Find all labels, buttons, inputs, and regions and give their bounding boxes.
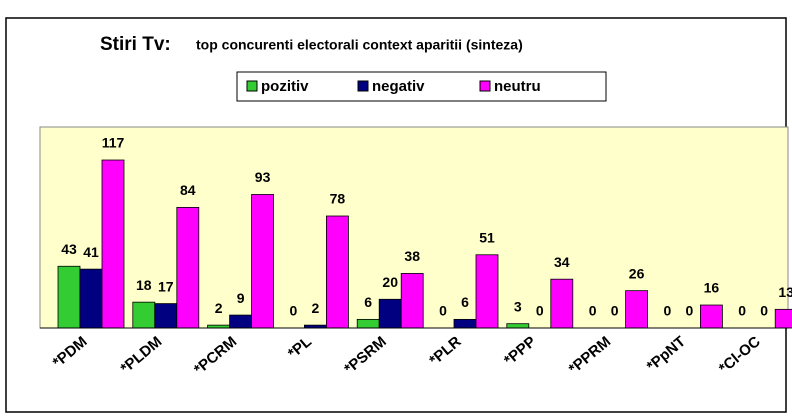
- bar: [132, 301, 156, 329]
- data-label: 34: [554, 254, 570, 270]
- plot-area: [39, 126, 789, 329]
- bar: [251, 194, 275, 329]
- data-label: 84: [180, 182, 196, 198]
- chart-title: Stiri Tv:: [100, 34, 171, 55]
- data-label: 78: [330, 191, 346, 207]
- bar: [101, 159, 125, 329]
- legend-swatch: [357, 80, 369, 92]
- data-label: 13: [778, 284, 792, 300]
- legend-label: neutru: [494, 78, 541, 95]
- data-label: 41: [83, 244, 99, 260]
- bar: [57, 265, 81, 329]
- chart-subtitle: top concurenti electorali context aparit…: [196, 37, 523, 53]
- data-label: 43: [61, 241, 77, 257]
- data-label: 0: [760, 303, 768, 319]
- data-label: 0: [439, 303, 447, 319]
- data-label: 20: [382, 274, 398, 290]
- bar: [176, 206, 200, 329]
- data-label: 16: [704, 280, 720, 296]
- legend-label: pozitiv: [261, 78, 309, 95]
- bar: [475, 254, 499, 329]
- legend-label: negativ: [372, 78, 425, 95]
- data-label: 0: [290, 303, 298, 319]
- data-label: 9: [237, 290, 245, 306]
- bar: [625, 290, 648, 329]
- data-label: 6: [461, 294, 469, 310]
- data-label: 117: [102, 135, 125, 151]
- data-label: 6: [364, 294, 372, 310]
- bar: [550, 278, 574, 329]
- data-label: 0: [589, 303, 597, 319]
- bar: [700, 304, 723, 329]
- data-label: 0: [664, 303, 672, 319]
- data-label: 2: [312, 300, 320, 316]
- legend: [236, 71, 607, 102]
- data-label: 93: [255, 169, 271, 185]
- bar: [506, 323, 530, 329]
- data-label: 38: [404, 248, 420, 264]
- data-label: 2: [215, 300, 223, 316]
- data-label: 0: [536, 303, 544, 319]
- bar: [453, 318, 477, 329]
- data-label: 3: [514, 298, 522, 314]
- bar: [79, 268, 103, 329]
- data-label: 26: [629, 265, 645, 281]
- bar: [400, 273, 424, 329]
- legend-swatch: [479, 80, 491, 92]
- legend-swatch: [246, 80, 258, 92]
- data-label: 51: [479, 229, 495, 245]
- bar: [774, 308, 792, 329]
- data-label: 0: [738, 303, 746, 319]
- bar: [229, 314, 253, 329]
- bar: [325, 215, 349, 329]
- bar: [378, 298, 402, 329]
- bar: [356, 318, 380, 329]
- data-label: 0: [611, 303, 619, 319]
- data-label: 0: [686, 303, 694, 319]
- bar: [154, 303, 178, 329]
- data-label: 17: [158, 278, 174, 294]
- data-label: 18: [136, 277, 152, 293]
